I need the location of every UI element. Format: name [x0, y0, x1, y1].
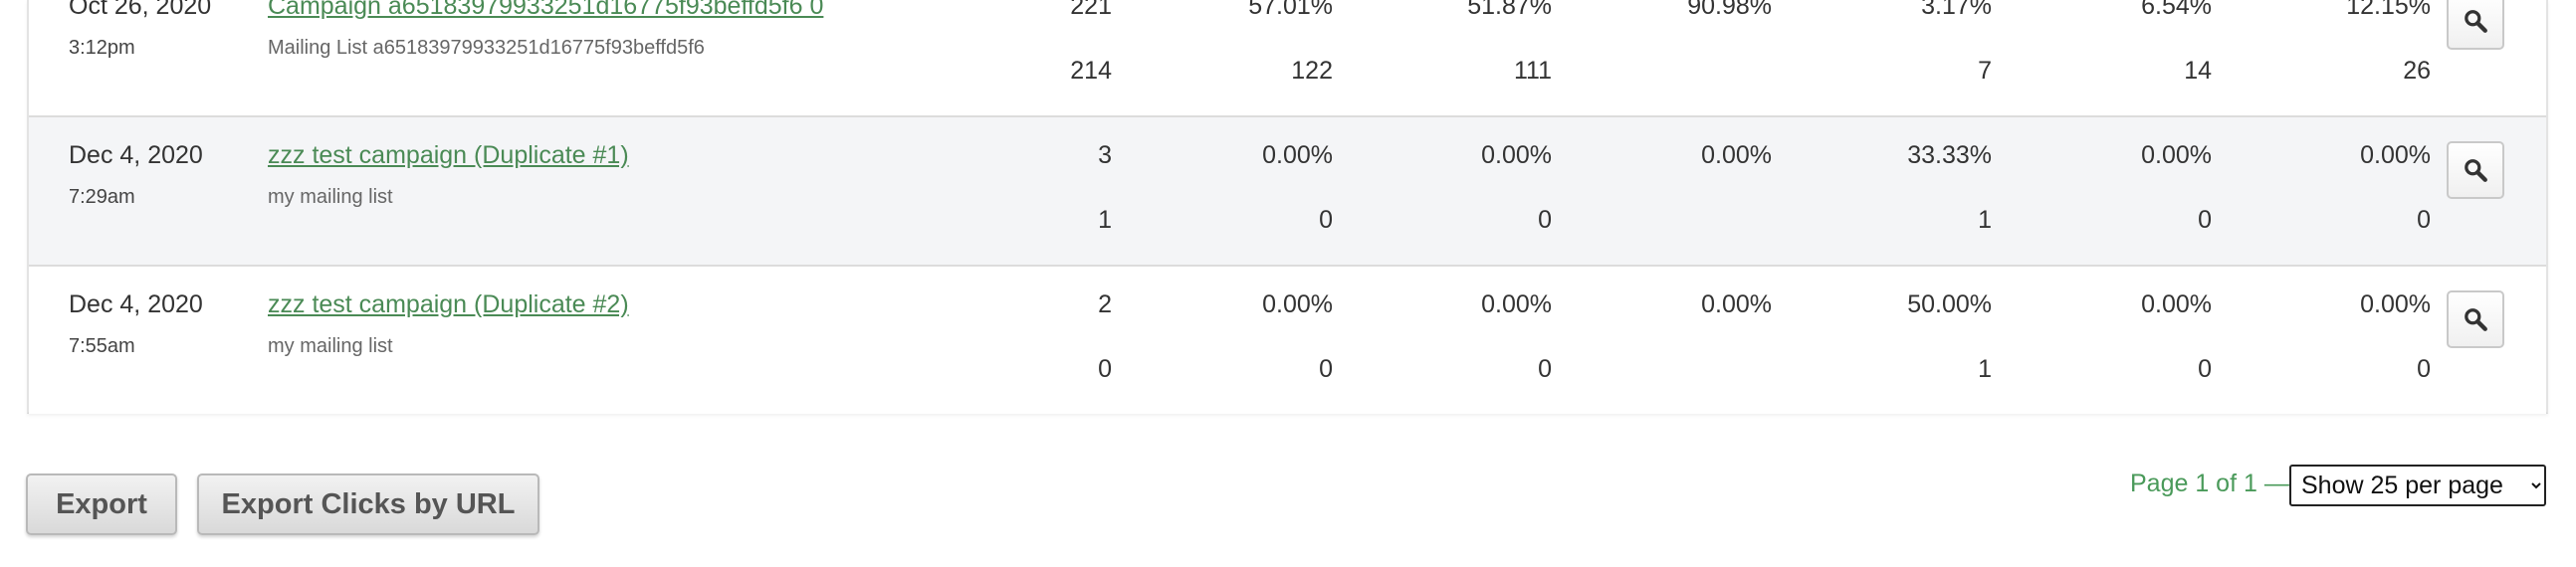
stat-rate-7: 0.00%: [2360, 290, 2431, 318]
stat-open-rate: 0.00%: [1262, 141, 1333, 169]
stat-open-rate: 0.00%: [1262, 290, 1333, 318]
stat-unique-open-rate: 51.87%: [1467, 0, 1552, 20]
stat-count-5: 1: [1978, 355, 1992, 383]
magnifier-icon: [2465, 308, 2487, 331]
stat-count-1: 214: [1070, 57, 1112, 85]
stat-click-rate: 3.17%: [1921, 0, 1992, 20]
stat-count-7: 0: [2417, 206, 2431, 234]
stat-rate-6: 0.00%: [2141, 141, 2212, 169]
stat-unique-open-rate: 0.00%: [1481, 290, 1552, 318]
stat-rate-6: 6.54%: [2141, 0, 2212, 20]
stat-count-2: 0: [1319, 355, 1333, 383]
view-details-button[interactable]: [2447, 0, 2504, 50]
campaign-time: 3:12pm: [69, 37, 135, 59]
view-details-button[interactable]: [2447, 290, 2504, 348]
stat-count-2: 122: [1291, 57, 1333, 85]
stat-percent: 0.00%: [1701, 290, 1772, 318]
stat-sent: 3: [1098, 141, 1112, 169]
stat-count-3: 0: [1538, 206, 1552, 234]
stat-count-6: 0: [2198, 206, 2212, 234]
stat-percent: 90.98%: [1687, 0, 1772, 20]
stat-count-5: 7: [1978, 57, 1992, 85]
mailing-list-name: my mailing list: [268, 335, 393, 357]
stat-rate-7: 0.00%: [2360, 141, 2431, 169]
campaign-time: 7:29am: [69, 186, 135, 208]
stat-click-rate: 33.33%: [1907, 141, 1992, 169]
stat-sent: 221: [1070, 0, 1112, 20]
stat-count-1: 0: [1098, 355, 1112, 383]
campaign-name-link[interactable]: zzz test campaign (Duplicate #1): [268, 141, 629, 169]
campaign-time: 7:55am: [69, 335, 135, 357]
per-page-select[interactable]: Show 25 per page: [2289, 465, 2546, 506]
table-row: Oct 26, 2020 3:12pm Campaign a6518397993…: [29, 0, 2546, 117]
stat-sent: 2: [1098, 290, 1112, 318]
magnifier-icon: [2465, 159, 2487, 182]
campaign-date: Dec 4, 2020: [69, 290, 203, 318]
stat-open-rate: 57.01%: [1248, 0, 1333, 20]
campaign-report-table: Oct 26, 2020 3:12pm Campaign a6518397993…: [27, 0, 2548, 414]
campaign-name-link[interactable]: zzz test campaign (Duplicate #2): [268, 290, 629, 318]
campaign-date: Dec 4, 2020: [69, 141, 203, 169]
stat-count-6: 0: [2198, 355, 2212, 383]
table-row: Dec 4, 2020 7:29am zzz test campaign (Du…: [29, 117, 2546, 267]
export-button[interactable]: Export: [26, 473, 177, 535]
mailing-list-name: my mailing list: [268, 186, 393, 208]
campaign-name-link[interactable]: Campaign a65183979933251d16775f93beffd5f…: [268, 0, 824, 20]
stat-count-7: 26: [2403, 57, 2431, 85]
stat-count-7: 0: [2417, 355, 2431, 383]
mailing-list-name: Mailing List a65183979933251d16775f93bef…: [268, 37, 705, 59]
stat-count-1: 1: [1098, 206, 1112, 234]
stat-rate-7: 12.15%: [2346, 0, 2431, 20]
magnifier-icon: [2465, 10, 2487, 33]
view-details-button[interactable]: [2447, 141, 2504, 199]
pagination-text: Page 1 of 1 —: [2130, 470, 2289, 497]
stat-unique-open-rate: 0.00%: [1481, 141, 1552, 169]
stat-count-3: 111: [1513, 57, 1552, 85]
table-row: Dec 4, 2020 7:55am zzz test campaign (Du…: [29, 267, 2546, 414]
stat-click-rate: 50.00%: [1907, 290, 1992, 318]
stat-count-5: 1: [1978, 206, 1992, 234]
stat-count-6: 14: [2184, 57, 2212, 85]
export-clicks-by-url-button[interactable]: Export Clicks by URL: [197, 473, 539, 535]
stat-rate-6: 0.00%: [2141, 290, 2212, 318]
stat-count-2: 0: [1319, 206, 1333, 234]
stat-percent: 0.00%: [1701, 141, 1772, 169]
stat-count-3: 0: [1538, 355, 1552, 383]
campaign-date: Oct 26, 2020: [69, 0, 212, 20]
